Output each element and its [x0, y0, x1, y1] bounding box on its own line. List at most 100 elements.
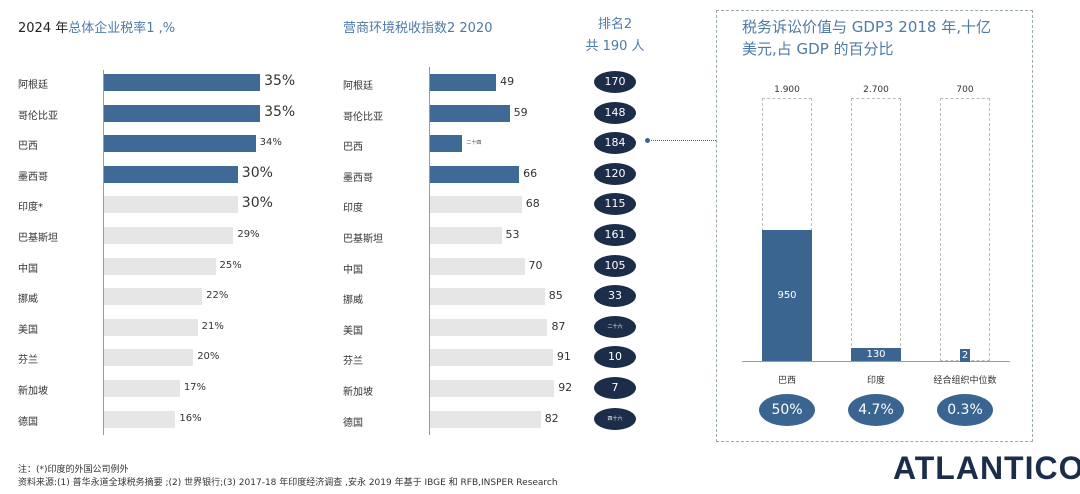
bar [430, 227, 502, 244]
total-outline [851, 98, 901, 361]
category-label: 美国 [343, 325, 363, 337]
category-label: 巴基斯坦 [343, 234, 383, 245]
rank-badge: 170 [594, 71, 636, 93]
bar [430, 165, 520, 183]
value-bar: 130 [851, 348, 901, 361]
rank-badge: 148 [594, 101, 636, 124]
data-label: 30% [241, 164, 273, 181]
rank-badge: 120 [594, 162, 636, 185]
category-label: 哥伦比亚 [343, 111, 383, 123]
bar [104, 227, 234, 244]
category-label: 阿根廷 [18, 80, 48, 91]
category-label: 哥伦比亚 [18, 110, 58, 122]
total-label: 2.700 [863, 85, 889, 95]
chart1-title: 2024 年总体企业税率1 ,% [18, 17, 175, 36]
category-label: 德国 [343, 417, 363, 429]
chart1-axis [103, 70, 104, 435]
category-label: 巴西 [343, 142, 363, 154]
bar [104, 165, 238, 183]
category-label: 巴西 [777, 376, 796, 386]
data-label: 21% [201, 320, 224, 332]
bar [104, 74, 261, 91]
category-label: 美国 [18, 324, 38, 336]
rank-badge: 115 [594, 193, 636, 216]
category-label: 德国 [18, 416, 38, 428]
data-label: 91 [556, 350, 571, 364]
bar [430, 74, 497, 91]
category-label: 芬兰 [18, 355, 38, 367]
data-label: 87 [551, 319, 566, 333]
data-label: 29% [237, 229, 260, 240]
chart2-axis [429, 67, 430, 435]
rank-badge: 161 [594, 224, 636, 246]
category-label: 墨西哥 [18, 171, 48, 183]
rank-badge: 184 [594, 132, 636, 155]
bar [430, 380, 555, 397]
bar [104, 380, 180, 397]
data-label: 34% [259, 137, 282, 149]
category-label: 中国 [343, 264, 363, 276]
source: 资料来源:(1) 普华永道全球税务摘要 ;(2) 世界银行;(3) 2017-1… [18, 478, 558, 488]
category-label: 新加坡 [18, 386, 48, 397]
gdp-percent-badge: 0.3% [937, 394, 993, 426]
data-label: 66 [523, 166, 538, 180]
value-bar: 950 [762, 229, 812, 361]
bar [430, 288, 545, 306]
data-label: 82 [544, 411, 559, 425]
gdp-percent-badge: 50% [759, 394, 815, 426]
rank-badge: 7 [594, 377, 636, 399]
category-label: 挪威 [18, 294, 38, 306]
connector-line [648, 140, 716, 141]
title-text: 总体企业税率1 ,% [68, 21, 176, 36]
category-label: 墨西哥 [343, 172, 373, 184]
value-bar: 2 [960, 349, 970, 362]
category-label: 阿根廷 [343, 81, 373, 92]
bar [430, 135, 463, 153]
bar [104, 104, 261, 122]
data-label: 68 [525, 197, 540, 211]
category-label: 新加坡 [343, 387, 373, 398]
rank-badge: 二十六 [594, 315, 636, 338]
rank-badge: 四十六 [594, 407, 636, 430]
bar [104, 135, 256, 153]
atlantico-logo: ATLANTICO [893, 450, 1080, 486]
data-label: 16% [179, 412, 202, 424]
data-label: 25% [219, 259, 242, 271]
rank-badge: 105 [594, 254, 636, 277]
connector-dot [645, 138, 650, 143]
chart3-baseline [742, 361, 1010, 362]
data-label: 30% [241, 195, 273, 212]
bar [430, 349, 553, 367]
category-label: 印度 [343, 203, 363, 215]
category-label: 挪威 [343, 295, 363, 307]
data-label: 53 [505, 228, 520, 241]
category-label: 印度* [18, 202, 43, 214]
data-label: 35% [264, 73, 296, 89]
bar [430, 410, 541, 428]
rank-title: 排名2 共 190 人 [580, 14, 650, 58]
bar [104, 410, 176, 428]
bar [430, 104, 510, 122]
data-label: 85 [548, 289, 563, 303]
litigation-panel [716, 10, 1033, 442]
bar [430, 196, 522, 214]
title-year: 2024 年 [18, 21, 69, 36]
data-label: 35% [264, 103, 296, 120]
data-label: 17% [183, 382, 207, 393]
category-label: 巴西 [18, 141, 38, 153]
category-label: 巴基斯坦 [18, 233, 58, 244]
bar [104, 349, 194, 367]
rank-badge: 33 [594, 285, 636, 308]
footnote: 注：(*)印度的外国公司例外 [18, 465, 129, 475]
data-label: 22% [206, 290, 229, 302]
category-label: 中国 [18, 263, 38, 275]
data-label: 49 [500, 75, 515, 88]
data-label: 70 [528, 258, 543, 272]
bar [430, 318, 548, 336]
bar [104, 318, 198, 336]
bar [430, 257, 525, 275]
total-label: 1.900 [774, 85, 800, 95]
gdp-percent-badge: 4.7% [848, 394, 904, 426]
chart3-title: 税务诉讼价值与 GDP3 2018 年,十亿美元,占 GDP 的百分比 [742, 18, 992, 58]
